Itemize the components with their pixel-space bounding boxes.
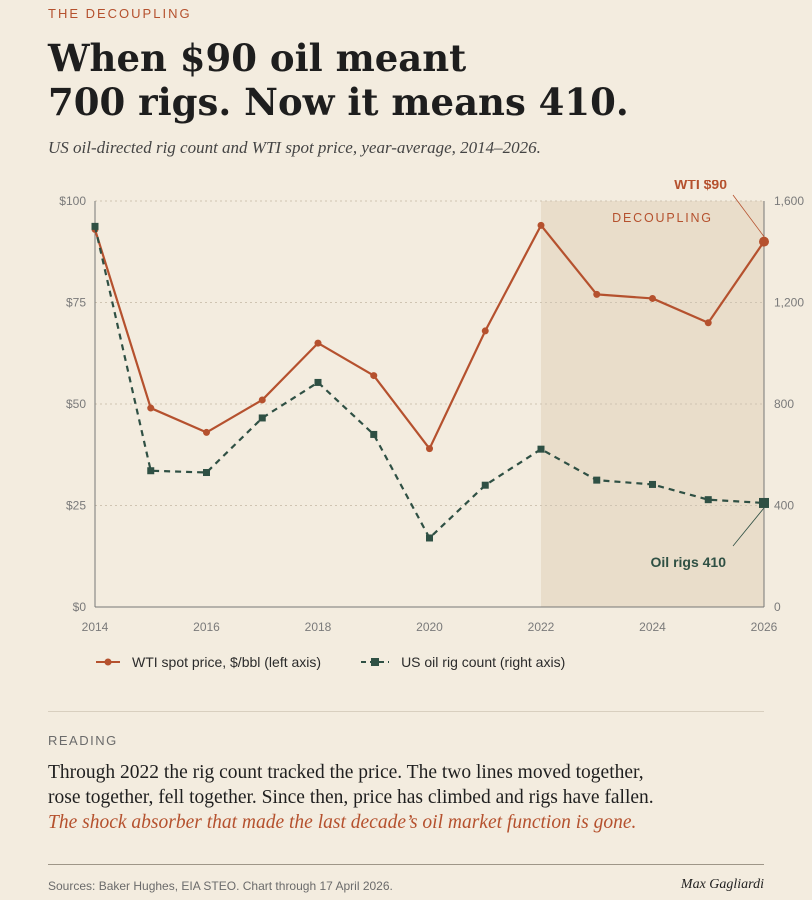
rig-point	[203, 469, 210, 477]
wti-point	[258, 396, 266, 404]
rig-point	[91, 222, 99, 230]
wti-annotation-leader	[732, 194, 765, 237]
sources-note: Sources: Baker Hughes, EIA STEO. Chart t…	[48, 879, 393, 893]
reading-line-3: The shock absorber that made the last de…	[48, 812, 637, 833]
wti-point	[537, 221, 545, 229]
decoupling-label: DECOUPLING	[612, 211, 713, 225]
left-axis-tick-label: $75	[66, 296, 86, 310]
reading-line-1: Through 2022 the rig count tracked the p…	[48, 762, 644, 783]
left-axis-tick-label: $100	[59, 194, 86, 208]
rig-point	[649, 480, 656, 488]
reading-label: READING	[48, 733, 118, 748]
right-axis-tick-label: 1,200	[774, 296, 804, 310]
rig-point	[593, 476, 601, 484]
wti-point	[203, 428, 210, 436]
rig-point	[314, 378, 322, 386]
title-line-2: 700 rigs. Now it means 410.	[48, 80, 629, 124]
wti-point	[704, 319, 712, 327]
footer-divider	[48, 864, 764, 865]
wti-point	[649, 294, 656, 302]
legend-swatch-rigs	[361, 658, 390, 666]
rigs-annotation-leader	[732, 507, 765, 547]
wti-point	[481, 327, 489, 335]
legend-label-wti: WTI spot price, $/bbl (left axis)	[132, 654, 322, 670]
chart-legend: WTI spot price, $/bbl (left axis) US oil…	[96, 654, 565, 670]
rigs-annotation-label: Oil rigs 410	[651, 554, 727, 570]
wti-point	[314, 339, 322, 347]
reading-line-2: rose together, fell together. Since then…	[48, 787, 654, 808]
wti-annotation-label: WTI $90	[674, 180, 727, 192]
x-axis-tick-label: 2024	[639, 620, 666, 634]
reading-text: Through 2022 the rig count tracked the p…	[48, 760, 778, 835]
wti-point	[593, 290, 601, 298]
wti-point	[759, 236, 769, 247]
x-axis-tick-label: 2014	[82, 620, 109, 634]
wti-point	[147, 404, 155, 412]
eyebrow-label: THE DECOUPLING	[48, 6, 192, 21]
rig-point	[704, 496, 712, 504]
wti-point	[370, 372, 378, 380]
right-axis-tick-label: 1,600	[774, 194, 804, 208]
rig-point	[147, 467, 155, 475]
rig-point	[426, 534, 433, 542]
line-chart: DECOUPLING $0 0 $25 400 $50 800 $75 1,200 $100 1,6…	[59, 180, 804, 634]
right-axis-tick-label: 400	[774, 499, 794, 513]
right-axis-tick-label: 0	[774, 600, 781, 614]
legend-swatch-wti	[96, 658, 120, 666]
rig-point	[537, 445, 545, 453]
left-axis-tick-label: $0	[73, 600, 87, 614]
x-axis-tick-label: 2018	[305, 620, 332, 634]
legend-item-rigs: US oil rig count (right axis)	[361, 654, 565, 670]
rig-point	[481, 481, 489, 489]
legend-label-rigs: US oil rig count (right axis)	[401, 654, 566, 670]
page-title: When $90 oil meant 700 rigs. Now it mean…	[48, 36, 768, 124]
rig-point	[258, 414, 266, 422]
rig-point	[370, 430, 378, 438]
left-axis-tick-label: $25	[66, 499, 86, 513]
wti-point	[426, 445, 433, 453]
title-line-1: When $90 oil meant	[48, 36, 467, 80]
x-axis-tick-label: 2022	[528, 620, 555, 634]
right-axis-tick-label: 800	[774, 397, 794, 411]
left-axis-tick-label: $50	[66, 397, 86, 411]
x-axis-tick-label: 2020	[416, 620, 443, 634]
legend-item-wti: WTI spot price, $/bbl (left axis)	[96, 654, 321, 670]
x-axis-tick-label: 2016	[193, 620, 220, 634]
rig-point	[759, 497, 769, 508]
author-byline: Max Gagliardi	[680, 877, 764, 892]
section-divider	[48, 711, 764, 712]
x-axis-tick-label: 2026	[751, 620, 778, 634]
chart-subtitle: US oil-directed rig count and WTI spot p…	[48, 138, 541, 157]
